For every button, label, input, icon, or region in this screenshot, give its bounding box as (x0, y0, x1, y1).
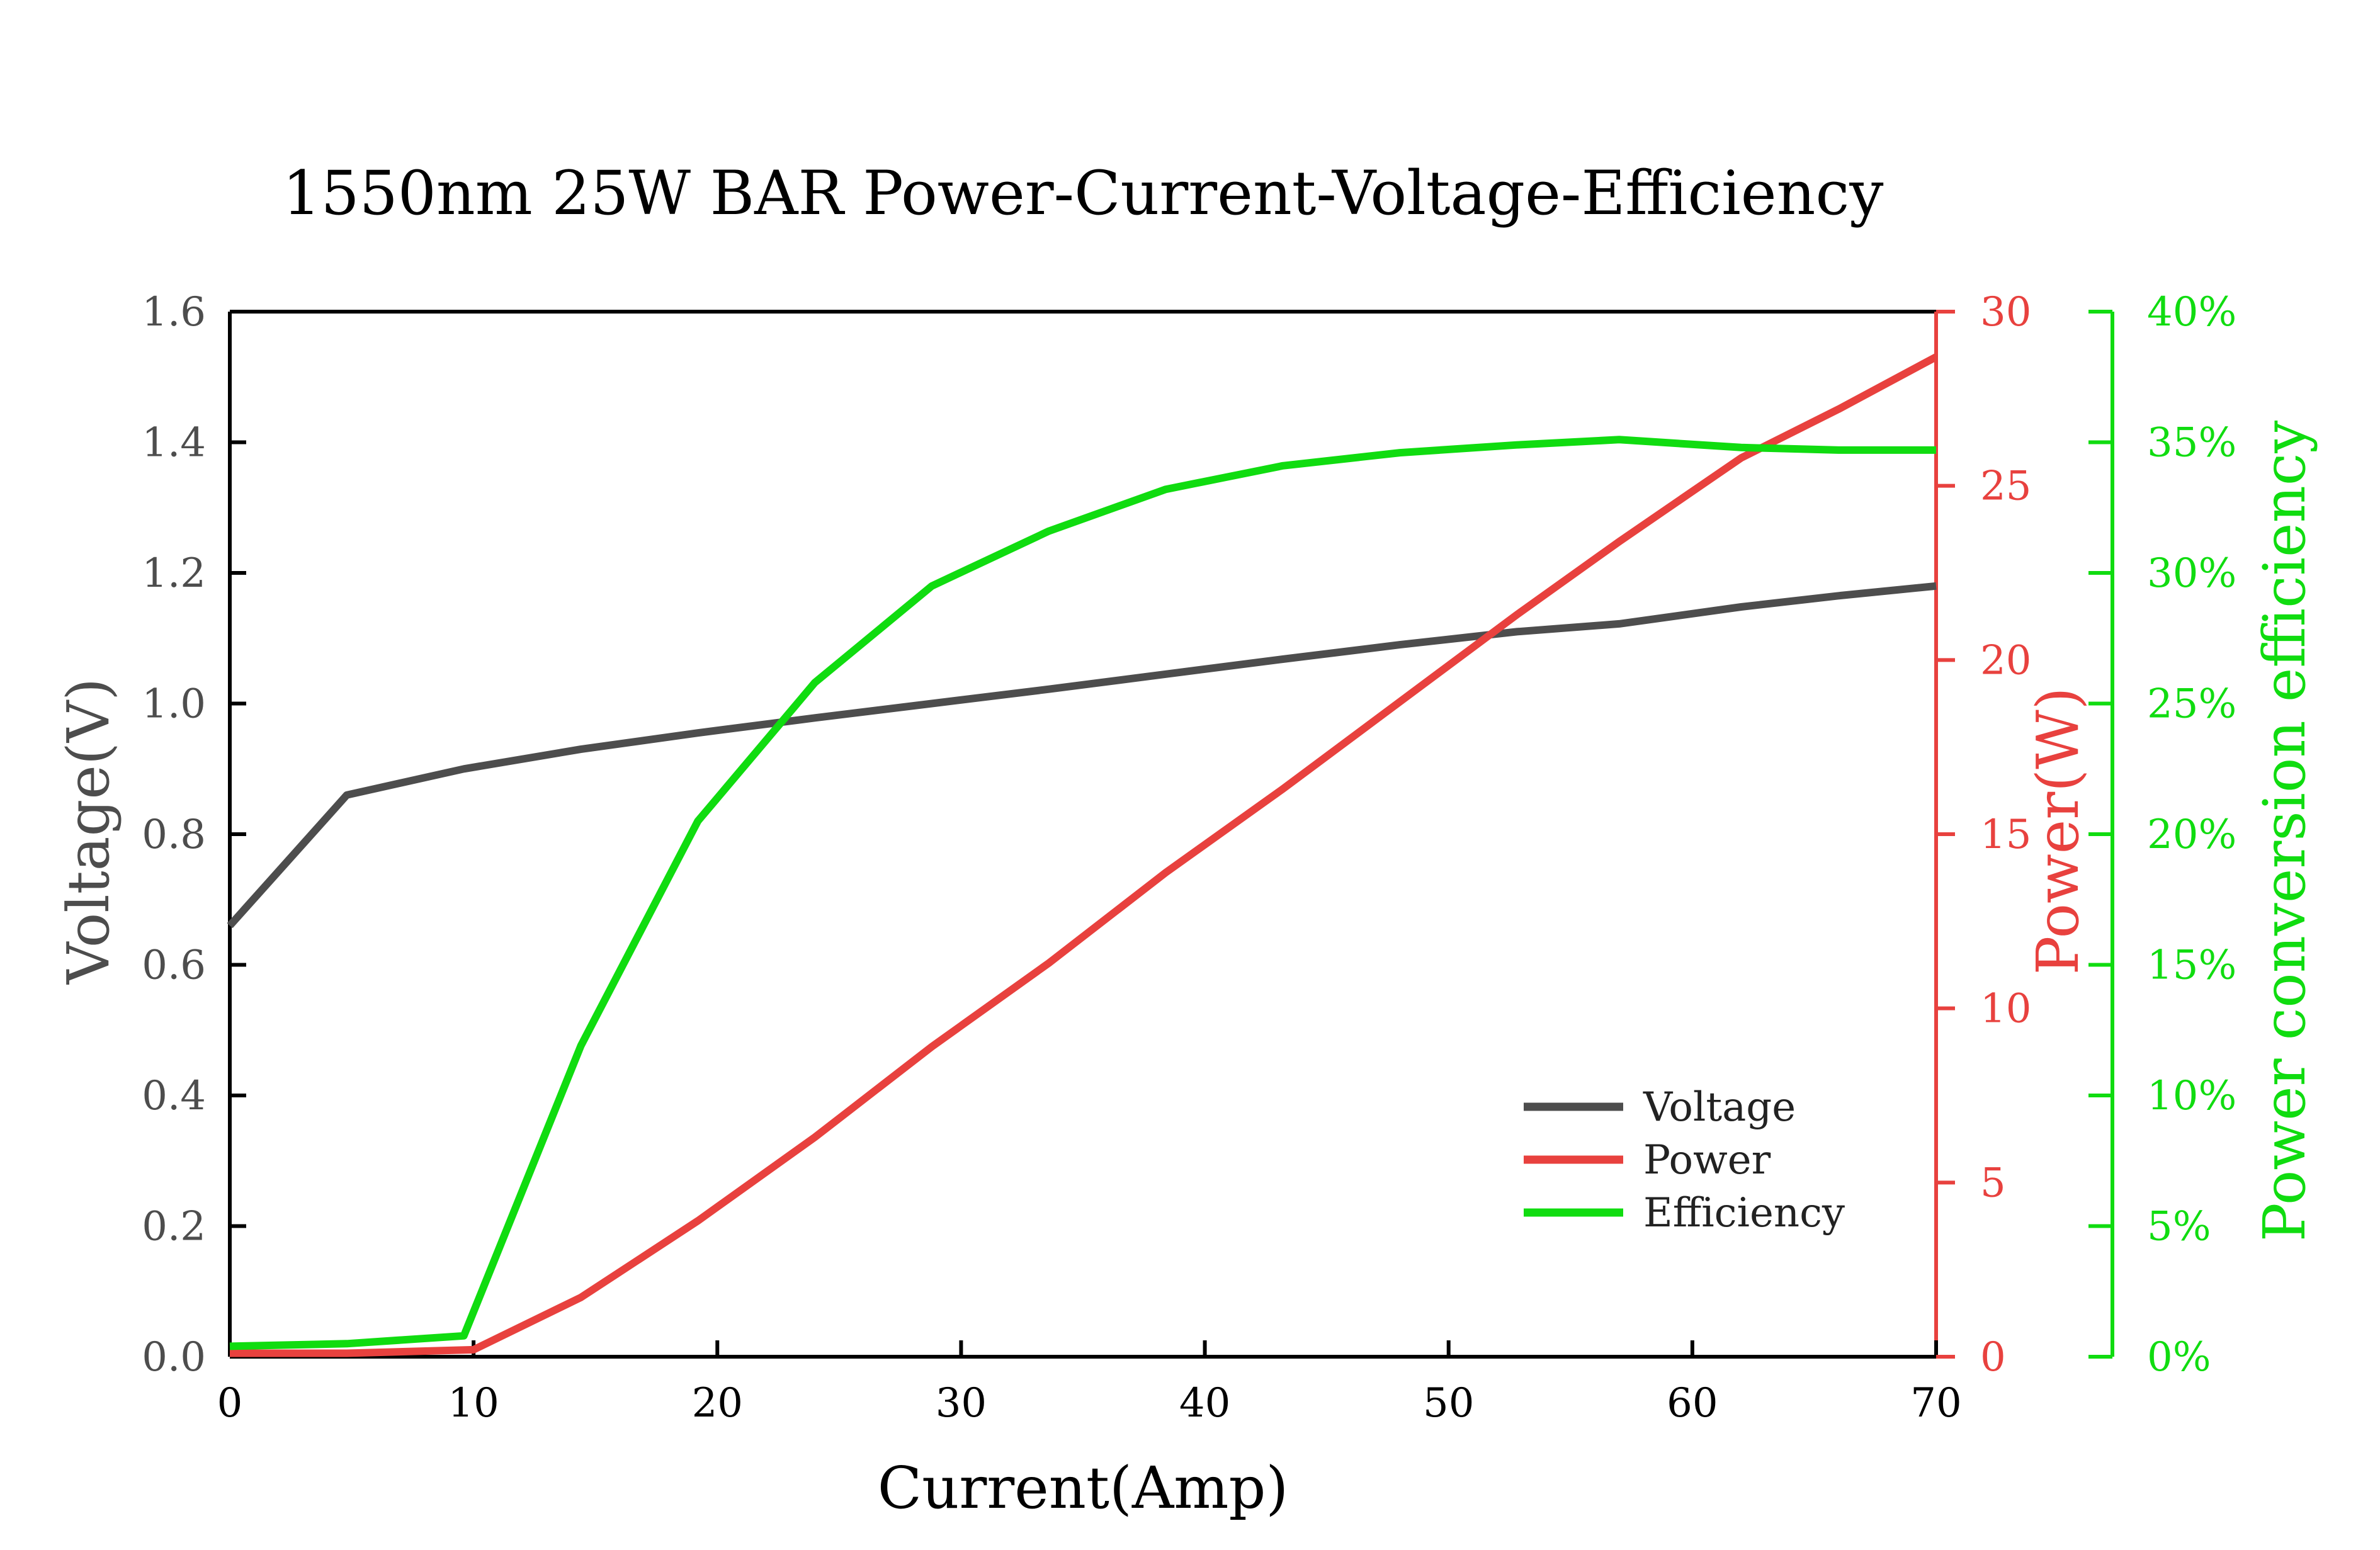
voltage-tick-label: 0.0 (142, 1334, 206, 1381)
power-tick-label: 15 (1980, 812, 2031, 858)
voltage-tick-label: 1.4 (142, 420, 206, 467)
voltage-tick-label: 1.6 (142, 289, 206, 336)
voltage-tick-label: 0.2 (142, 1204, 206, 1250)
efficiency-axis-label: Power conversion efficiency (2251, 421, 2318, 1242)
power-axis-label: Power(W) (2024, 687, 2092, 975)
efficiency-tick-label: 0% (2147, 1334, 2211, 1381)
efficiency-tick-label: 10% (2147, 1073, 2236, 1119)
efficiency-tick-label: 25% (2147, 681, 2236, 728)
x-tick-label: 0 (217, 1380, 243, 1427)
x-tick-label: 20 (692, 1380, 743, 1427)
voltage-tick-label: 1.0 (142, 681, 206, 728)
x-tick-label: 10 (448, 1380, 499, 1427)
legend: Voltage Power Efficiency (1524, 1084, 1845, 1236)
voltage-tick-label: 0.8 (142, 812, 206, 858)
x-tick-label: 40 (1179, 1380, 1230, 1427)
voltage-tick-label: 0.4 (142, 1073, 206, 1119)
x-axis-label: Current(Amp) (878, 1454, 1289, 1522)
legend-label-voltage: Voltage (1643, 1084, 1796, 1131)
x-tick-label: 50 (1423, 1380, 1474, 1427)
power-tick-label: 0 (1980, 1334, 2006, 1381)
legend-label-power: Power (1643, 1137, 1771, 1184)
efficiency-tick-label: 40% (2147, 289, 2236, 336)
efficiency-tick-label: 35% (2147, 420, 2236, 467)
voltage-tick-label: 1.2 (142, 550, 206, 597)
power-tick-label: 5 (1980, 1160, 2006, 1206)
series-line-efficiency (229, 436, 1936, 1350)
legend-label-efficiency: Efficiency (1643, 1190, 1845, 1236)
efficiency-tick-label: 20% (2147, 812, 2236, 858)
power-tick-label: 25 (1980, 463, 2031, 510)
x-tick-label: 70 (1910, 1380, 1961, 1427)
ticks-layer: 0 10 20 30 40 50 60 700.00.20.40.60.81.01.21.41… (142, 289, 2236, 1427)
power-tick-label: 20 (1980, 637, 2031, 684)
efficiency-tick-label: 15% (2147, 942, 2236, 989)
chart-title: 1550nm 25W BAR Power-Current-Voltage-Eff… (283, 158, 1884, 229)
x-tick-label: 30 (936, 1380, 987, 1427)
x-tick-label: 60 (1667, 1380, 1718, 1427)
voltage-axis-label: Voltage(V) (55, 678, 122, 985)
series-line-voltage (227, 582, 1937, 929)
efficiency-tick-label: 30% (2147, 550, 2236, 597)
series-layer (227, 353, 1938, 1357)
voltage-tick-label: 0.6 (142, 942, 206, 989)
power-tick-label: 30 (1980, 289, 2031, 336)
series-line-power (230, 353, 1938, 1357)
efficiency-tick-label: 5% (2147, 1204, 2211, 1250)
power-tick-label: 10 (1980, 986, 2031, 1032)
